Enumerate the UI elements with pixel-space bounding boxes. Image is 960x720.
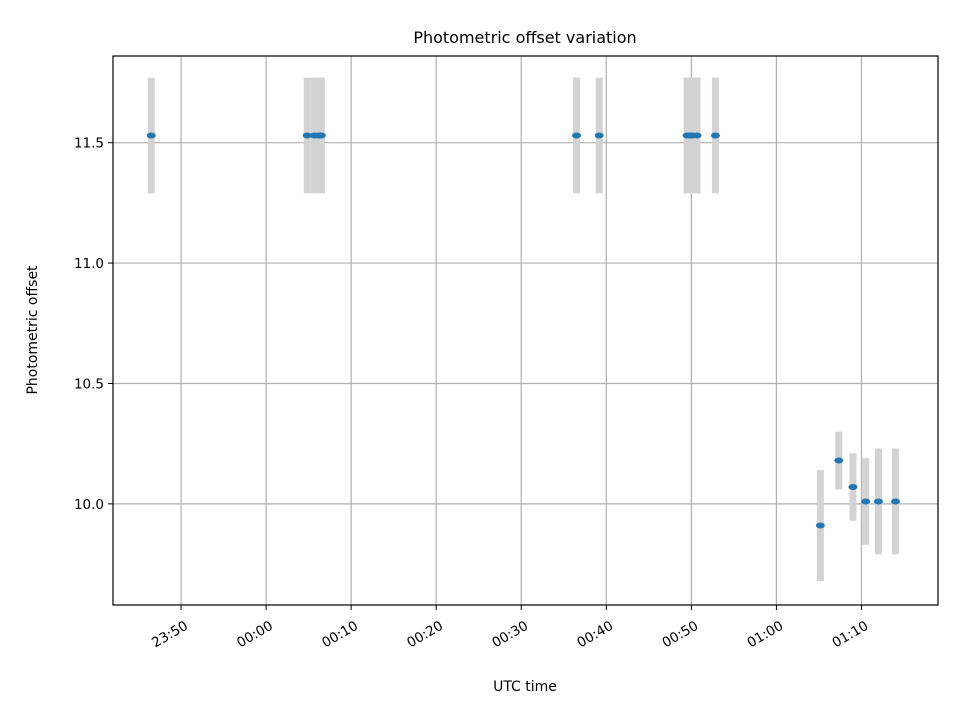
x-tick-label: 00:50 [659, 618, 701, 651]
data-point [834, 457, 844, 464]
y-tick-label: 10.0 [74, 497, 104, 513]
y-tick-label: 10.5 [74, 376, 104, 392]
data-points [146, 132, 900, 529]
x-tick-label: 00:40 [574, 618, 616, 651]
x-tick-label: 00:30 [489, 618, 531, 651]
y-tick-label: 11.0 [74, 256, 104, 272]
x-tick-label: 00:20 [404, 618, 446, 651]
data-point [873, 498, 883, 505]
data-point [146, 132, 156, 139]
x-axis-label: UTC time [493, 679, 557, 695]
data-point [710, 132, 720, 139]
data-point [316, 132, 326, 139]
x-axis: 23:50 00:00 00:10 00:20 00:30 00:40 00:50 01:00… [149, 605, 871, 651]
grid [113, 56, 938, 605]
data-point [572, 132, 582, 139]
x-tick-label: 00:10 [319, 618, 361, 651]
data-point [594, 132, 604, 139]
plot-frame [112, 55, 939, 606]
y-axis: 10.0 10.5 11.0 11.5 [74, 136, 113, 513]
y-tick-label: 11.5 [74, 136, 104, 152]
x-tick-label: 00:00 [234, 618, 276, 651]
error-bars [147, 77, 899, 581]
data-point [848, 484, 858, 491]
data-point [815, 522, 825, 529]
x-tick-label: 01:00 [745, 618, 787, 651]
data-point [861, 498, 871, 505]
data-point [692, 132, 702, 139]
y-axis-label: Photometric offset [25, 265, 41, 395]
x-tick-label: 23:50 [149, 618, 191, 651]
data-point [302, 132, 312, 139]
data-point [890, 498, 900, 505]
x-tick-label: 01:10 [830, 618, 872, 651]
chart-title: Photometric offset variation [413, 28, 636, 47]
